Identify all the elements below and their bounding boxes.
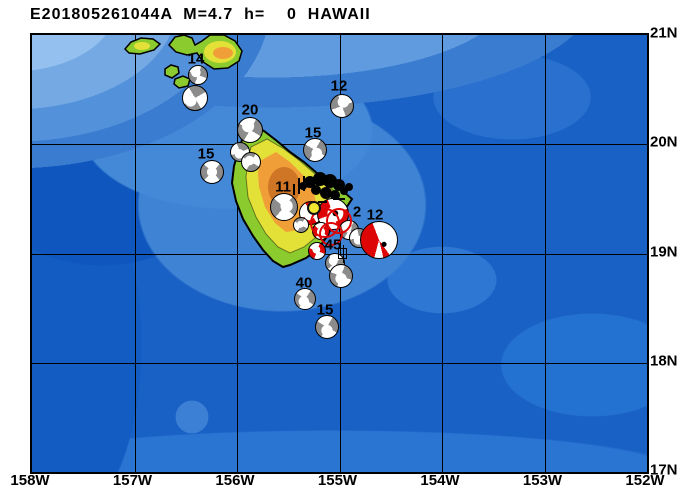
station-marker [338, 245, 347, 263]
focal-mechanism [303, 138, 327, 162]
depth-label: 20 [241, 101, 259, 119]
depth-label: 15 [197, 145, 215, 163]
focal-mechanism [237, 117, 263, 143]
scribble-stroke [333, 198, 345, 200]
map-canvas: 14 12 20 15 15 11 40 15 2 12 45 [30, 33, 649, 474]
focal-mechanism [270, 193, 298, 221]
depth-label: 45 [324, 236, 342, 254]
lon-axis-label: 155W [317, 472, 358, 489]
lat-axis-label: 17N [650, 461, 678, 479]
focal-mechanism [308, 242, 326, 260]
depth-label: 11 [275, 178, 291, 196]
focal-mechanism [360, 221, 398, 259]
focal-mechanism [345, 183, 353, 191]
lat-axis-label: 18N [650, 352, 678, 370]
island-molokai-highland [134, 42, 150, 50]
scribble-stroke [298, 178, 300, 194]
lon-axis-label: 154W [420, 472, 460, 489]
focal-mechanism [182, 85, 208, 111]
focal-mechanism-outline [326, 208, 352, 234]
focal-mechanism [188, 65, 208, 85]
grid-line-lat [32, 362, 647, 364]
lon-axis-label: 152W [625, 472, 665, 489]
depth-label: 40 [295, 274, 313, 292]
scribble-stroke [318, 201, 327, 203]
lon-axis-label: 157W [112, 472, 153, 489]
scribble-stroke [293, 184, 295, 195]
scribble-stroke [303, 176, 305, 191]
depth-label: 12 [330, 77, 348, 95]
depth-label: 14 [187, 50, 205, 68]
lon-axis-label: 156W [215, 472, 255, 489]
lon-axis-label: 158W [10, 472, 50, 489]
event-title: E201805261044A M=4.7 h= 0 HAWAII [30, 6, 371, 23]
lon-axis-label: 153W [522, 472, 563, 489]
focal-mechanism [294, 288, 316, 310]
lat-axis-label: 20N [650, 133, 678, 151]
depth-label: 15 [304, 124, 322, 142]
focal-mechanism [340, 187, 348, 195]
island-lanai [164, 64, 180, 79]
focal-mechanism [315, 315, 339, 339]
focal-mechanism [330, 94, 354, 118]
lat-axis-label: 21N [650, 24, 678, 42]
depth-label: 12 [366, 206, 384, 224]
depth-label: 2 [352, 203, 362, 221]
focal-mechanism [329, 264, 353, 288]
epicenter-marker [307, 201, 321, 215]
lat-axis-label: 19N [650, 243, 678, 260]
focal-mechanism [241, 152, 261, 172]
depth-label: 15 [316, 301, 334, 319]
island-maui-highland [213, 47, 233, 59]
grid-line-lat [32, 144, 647, 146]
focal-mechanism [293, 217, 309, 233]
focal-mechanism [200, 160, 224, 184]
